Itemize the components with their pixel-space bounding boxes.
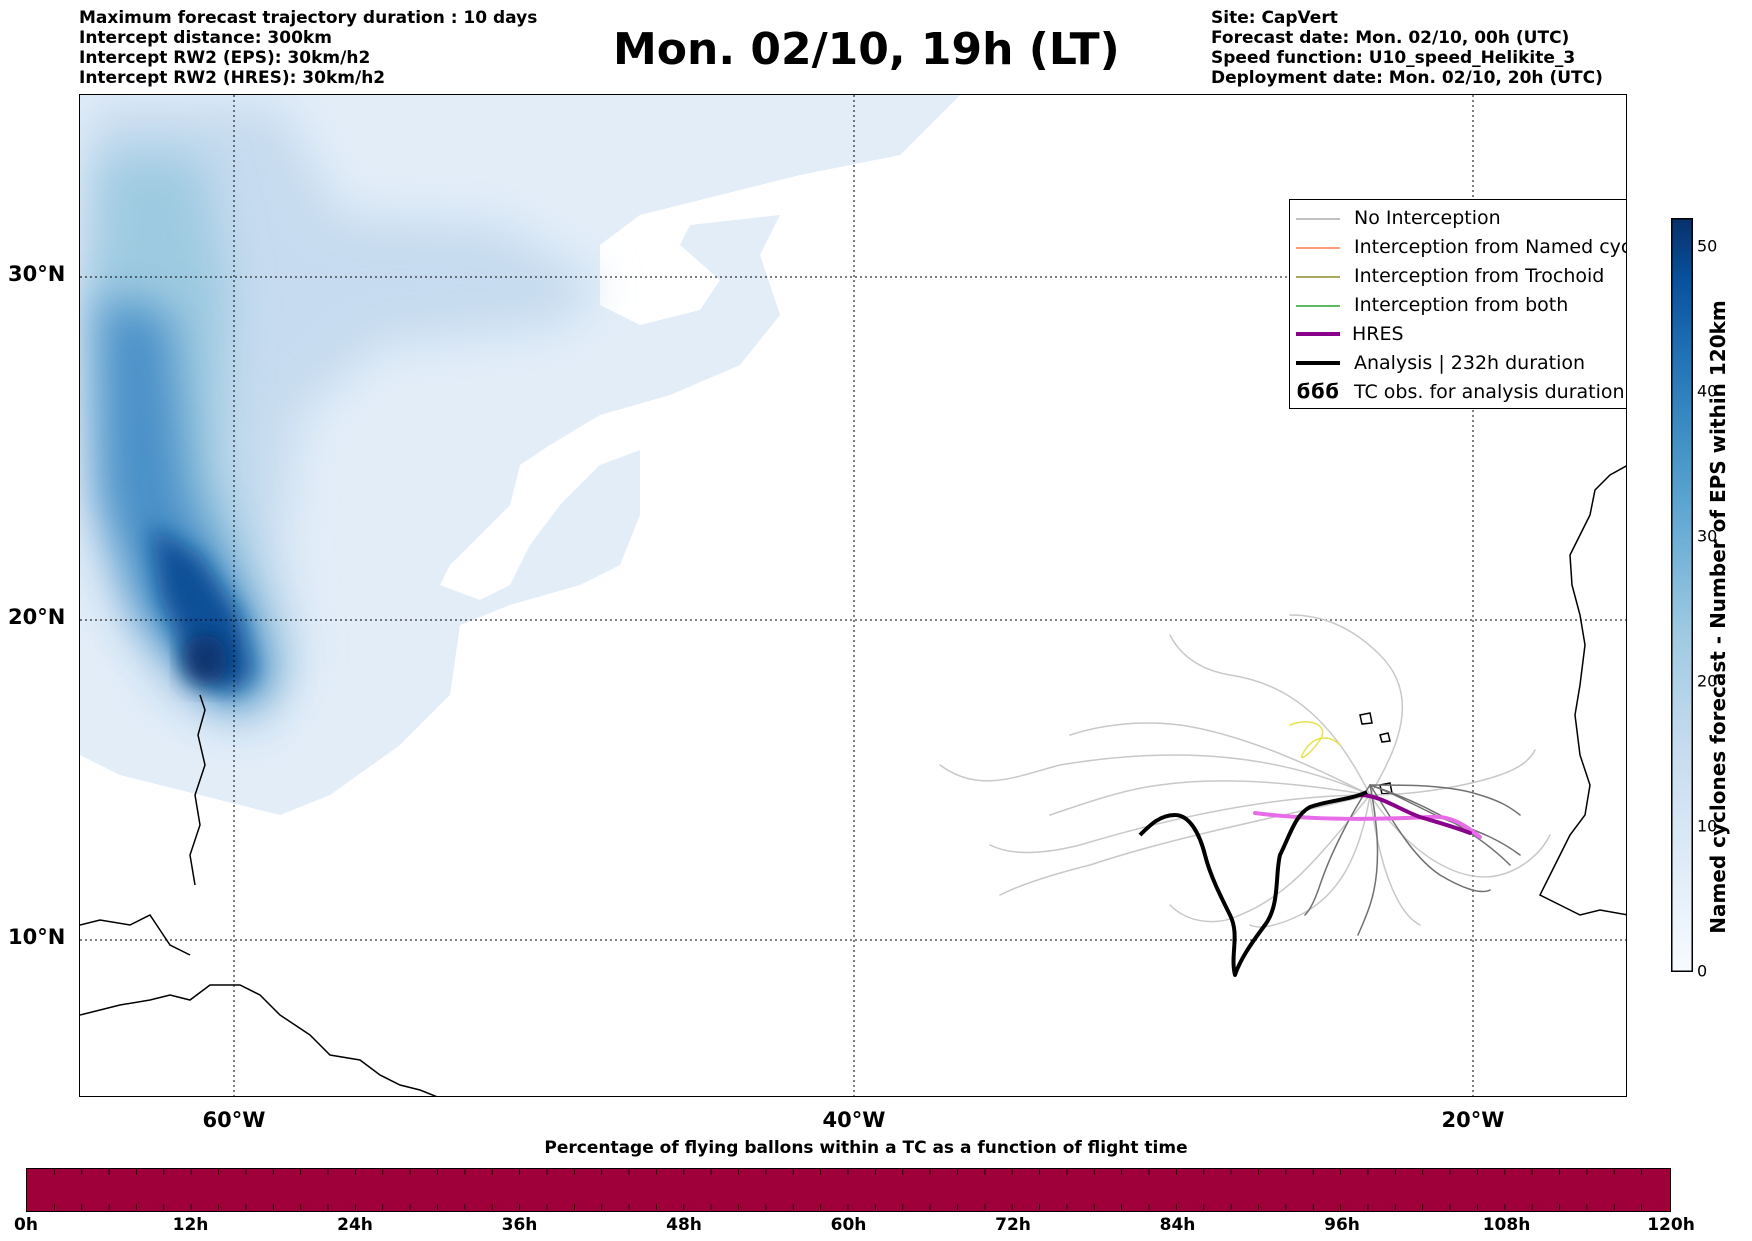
colorbar-tick-20: 20: [1697, 671, 1718, 691]
traj-light-7: [989, 794, 1371, 854]
page-title: Mon. 02/10, 19h (LT): [613, 24, 1120, 75]
flight-time-label-48h: 48h: [666, 1215, 702, 1235]
legend-swatch-hres: [1296, 332, 1340, 336]
legend-label: Interception from Trochoid: [1354, 265, 1605, 287]
flight-time-label-0h: 0h: [14, 1215, 38, 1235]
colorbar-tick-30: 30: [1697, 526, 1718, 546]
lon-label-20w: 20°W: [1441, 1108, 1505, 1132]
lat-label-20n: 20°N: [8, 605, 66, 629]
info-trajectory-duration: Maximum forecast trajectory duration : 1…: [79, 8, 538, 28]
info-intercept-distance: Intercept distance: 300km: [79, 28, 332, 48]
lon-label-40w: 40°W: [822, 1108, 886, 1132]
info-deployment-date: Deployment date: Mon. 02/10, 20h (UTC): [1211, 68, 1603, 88]
legend-label: Interception from Named cyclone: [1354, 236, 1626, 258]
info-intercept-eps: Intercept RW2 (EPS): 30km/h2: [79, 48, 371, 68]
cyclone-density-field: [80, 95, 960, 815]
traj-light-3: [1169, 634, 1371, 796]
colorbar-tick-10: 10: [1697, 816, 1718, 836]
info-speed-function: Speed function: U10_speed_Helikite_3: [1211, 48, 1576, 68]
traj-light-11: [1049, 780, 1371, 816]
colorbar-label: Named cyclones forecast - Number of EPS …: [1706, 300, 1730, 934]
traj-dark-4: [1369, 784, 1521, 816]
traj-light-5: [1169, 794, 1371, 923]
info-intercept-hres: Intercept RW2 (HRES): 30km/h2: [79, 68, 386, 88]
hres-trajectory-core: [1358, 793, 1472, 835]
flight-time-label-108h: 108h: [1482, 1215, 1531, 1235]
traj-dark-2: [1369, 784, 1491, 893]
hres-trajectory: [1253, 811, 1482, 839]
map-legend: No Interception Interception from Named …: [1289, 199, 1626, 409]
analysis-trajectory: [1138, 790, 1368, 977]
legend-swatch-named-cyclone: [1296, 247, 1340, 249]
island-cabo-verde-2: [1379, 732, 1391, 743]
flight-time-label-84h: 84h: [1159, 1215, 1196, 1235]
traj-light-2: [999, 794, 1371, 896]
coast-west-africa: [1538, 465, 1626, 916]
coast-south-america: [80, 984, 438, 1096]
traj-dark-3: [1304, 784, 1371, 916]
traj-light-12: [1369, 794, 1421, 926]
flight-time-label-24h: 24h: [337, 1215, 373, 1235]
coast-caribbean-north: [80, 914, 191, 956]
flight-time-label-120h: 120h: [1647, 1215, 1695, 1235]
colorbar: [1671, 218, 1693, 972]
density-peak: [183, 634, 227, 686]
colorbar-tick-40: 40: [1697, 381, 1718, 401]
flight-time-label-72h: 72h: [995, 1215, 1031, 1235]
traj-yellow: [1289, 721, 1341, 759]
flight-time-label-96h: 96h: [1324, 1215, 1360, 1235]
map-canvas: [80, 95, 1626, 1096]
lat-label-30n: 30°N: [8, 262, 66, 286]
traj-light-8: [1069, 722, 1371, 796]
legend-label: No Interception: [1354, 207, 1501, 229]
map-panel: No Interception Interception from Named …: [79, 94, 1627, 1097]
legend-swatch-no-interception: [1296, 218, 1340, 220]
density-band-2: [90, 155, 280, 715]
legend-label: Interception from both: [1354, 294, 1569, 316]
lon-label-60w: 60°W: [202, 1108, 266, 1132]
lat-label-10n: 10°N: [8, 925, 66, 949]
traj-light-1: [939, 754, 1371, 796]
density-core: [150, 525, 255, 695]
legend-swatch-trochoid: [1296, 276, 1340, 278]
flight-time-bar: [26, 1168, 1671, 1212]
colorbar-tick-0: 0: [1697, 961, 1708, 981]
flight-time-title: Percentage of flying ballons within a TC…: [544, 1138, 1188, 1158]
coast-lesser-antilles: [189, 694, 206, 886]
info-forecast-date: Forecast date: Mon. 02/10, 00h (UTC): [1211, 28, 1570, 48]
flight-time-label-12h: 12h: [172, 1215, 209, 1235]
ensemble-trajectories: [939, 614, 1551, 936]
info-site: Site: CapVert: [1211, 8, 1338, 28]
legend-label: HRES: [1352, 323, 1404, 345]
legend-swatch-both: [1296, 305, 1340, 307]
island-cabo-verde-1: [1359, 712, 1373, 725]
legend-label: Analysis | 232h duration: [1354, 352, 1586, 374]
traj-light-4: [1289, 614, 1404, 796]
flight-time-ticks: [53, 1169, 1643, 1210]
legend-label: TC obs. for analysis duration: [1354, 381, 1625, 403]
flight-time-label-60h: 60h: [830, 1215, 867, 1235]
header-right-info: Site: CapVert Forecast date: Mon. 02/10,…: [1211, 8, 1603, 88]
colorbar-tick-50: 50: [1697, 236, 1718, 256]
flight-time-label-36h: 36h: [501, 1215, 538, 1235]
coastlines: [80, 319, 1626, 1096]
header-left-info: Maximum forecast trajectory duration : 1…: [79, 8, 537, 88]
legend-swatch-analysis: [1296, 361, 1340, 365]
traj-light-10: [1369, 749, 1536, 796]
cyclone-symbol-icon: ϭϭϭ: [1296, 379, 1339, 403]
